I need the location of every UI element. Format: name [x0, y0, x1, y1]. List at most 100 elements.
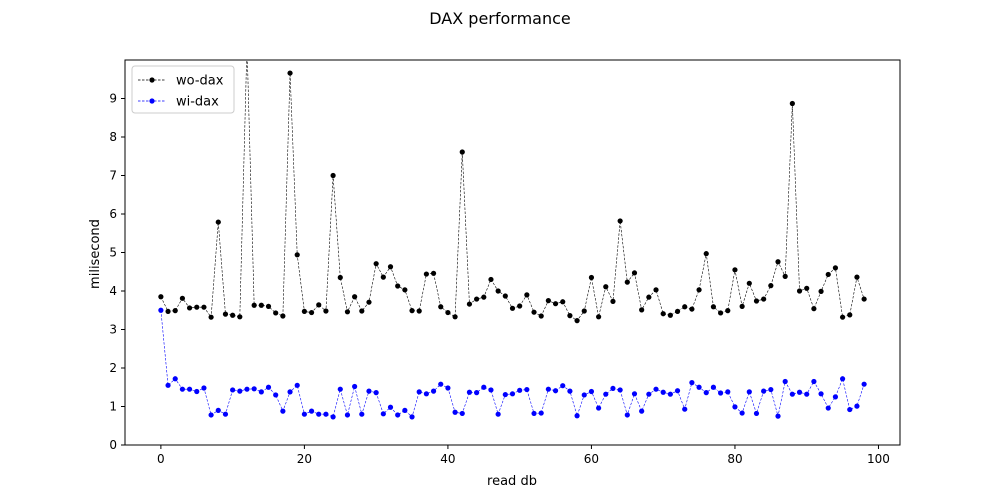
data-point-wi-dax: [847, 406, 853, 413]
data-point-wi-dax: [438, 381, 444, 387]
data-point-wo-dax: [273, 310, 279, 316]
y-tick-label: 0: [109, 438, 117, 452]
data-point-wo-dax: [237, 314, 243, 320]
data-point-wo-dax: [201, 304, 207, 310]
data-point-wo-dax: [581, 308, 587, 314]
data-point-wi-dax: [552, 388, 559, 394]
data-point-wo-dax: [552, 301, 559, 307]
data-point-wo-dax: [753, 298, 760, 304]
data-point-wo-dax: [603, 284, 609, 290]
data-point-wi-dax: [753, 410, 760, 417]
data-point-wo-dax: [653, 287, 659, 293]
data-point-wi-dax: [337, 386, 343, 392]
data-point-wi-dax: [352, 383, 358, 390]
data-point-wo-dax: [280, 313, 286, 319]
plot-area: 0 20 40 60 80 100 0 1 2 3 4 5 6 7 8 9: [109, 42, 901, 466]
data-point-wi-dax: [459, 410, 465, 417]
y-tick-label: 2: [109, 361, 117, 375]
data-point-wi-dax: [796, 389, 803, 395]
data-point-wi-dax: [517, 387, 523, 393]
data-point-wo-dax: [646, 294, 652, 300]
y-tick-label: 1: [109, 400, 117, 414]
data-point-wi-dax: [588, 388, 595, 395]
data-point-wo-dax: [796, 288, 803, 294]
data-point-wi-dax: [287, 389, 293, 395]
legend-label-wi-dax: wi-dax: [176, 95, 219, 110]
data-point-wo-dax: [804, 285, 810, 291]
data-point-wi-dax: [416, 389, 422, 395]
data-point-wi-dax: [380, 411, 386, 417]
data-point-wo-dax: [703, 251, 709, 257]
data-point-wo-dax: [452, 314, 458, 320]
data-point-wi-dax: [811, 378, 817, 385]
data-point-wo-dax: [409, 308, 415, 314]
data-point-wo-dax: [682, 304, 688, 310]
data-point-wo-dax: [222, 311, 229, 317]
data-point-wo-dax: [208, 314, 214, 320]
data-point-wi-dax: [531, 410, 537, 417]
data-point-wi-dax: [258, 389, 264, 395]
data-point-wi-dax: [631, 391, 638, 397]
data-point-wo-dax: [624, 279, 630, 285]
data-point-wi-dax: [725, 389, 731, 395]
series-wi-dax: [158, 307, 867, 420]
data-point-wo-dax: [588, 274, 595, 281]
data-point-wi-dax: [452, 409, 458, 415]
data-point-wo-dax: [258, 302, 264, 308]
data-point-wo-dax: [674, 308, 681, 315]
data-point-wo-dax: [265, 303, 272, 309]
data-point-wo-dax: [832, 265, 839, 271]
data-point-wi-dax: [832, 394, 839, 400]
data-point-wo-dax: [251, 302, 257, 308]
data-point-wo-dax: [244, 42, 249, 47]
data-point-wo-dax: [596, 314, 602, 320]
data-point-wo-dax: [165, 308, 171, 315]
y-tick-label: 8: [109, 130, 117, 144]
data-point-wi-dax: [610, 385, 616, 392]
data-point-wo-dax: [667, 312, 673, 318]
data-point-wi-dax: [308, 408, 315, 414]
data-point-wo-dax: [739, 303, 745, 309]
data-point-wi-dax: [596, 405, 602, 411]
data-point-wo-dax: [725, 308, 731, 314]
data-point-wo-dax: [574, 318, 580, 324]
data-point-wo-dax: [839, 314, 846, 320]
data-point-wi-dax: [603, 391, 609, 397]
data-point-wi-dax: [466, 389, 473, 395]
data-point-wo-dax: [359, 308, 365, 314]
legend-marker-wo-dax: [149, 77, 155, 83]
data-point-wi-dax: [703, 390, 709, 396]
data-point-wi-dax: [861, 381, 867, 387]
data-point-wo-dax: [545, 298, 551, 304]
data-point-wi-dax: [674, 388, 681, 394]
data-point-wi-dax: [359, 411, 365, 417]
series-line-wo-dax: [160, 60, 865, 322]
data-point-wi-dax: [186, 386, 193, 392]
data-point-wo-dax: [524, 292, 530, 298]
data-point-wi-dax: [502, 391, 508, 398]
data-point-wo-dax: [438, 304, 444, 310]
data-point-wo-dax: [660, 311, 666, 317]
data-point-wo-dax: [402, 287, 408, 293]
data-point-wo-dax: [710, 304, 717, 310]
data-point-wo-dax: [847, 312, 853, 318]
data-point-wi-dax: [215, 407, 221, 413]
data-point-wo-dax: [761, 296, 767, 302]
data-point-wo-dax: [337, 274, 343, 281]
x-tick-label: 60: [584, 452, 599, 466]
data-point-wi-dax: [624, 412, 630, 418]
data-point-wo-dax: [215, 219, 221, 225]
data-point-wi-dax: [639, 408, 645, 414]
data-point-wo-dax: [301, 308, 307, 315]
data-point-wo-dax: [474, 296, 480, 302]
y-tick-label: 3: [109, 323, 117, 337]
data-point-wi-dax: [230, 387, 236, 393]
data-point-wo-dax: [538, 313, 544, 319]
data-point-wo-dax: [287, 70, 293, 76]
data-point-wi-dax: [818, 391, 824, 397]
data-point-wi-dax: [646, 391, 652, 397]
data-point-wi-dax: [366, 388, 372, 394]
data-point-wo-dax: [380, 274, 386, 280]
data-point-wi-dax: [581, 392, 587, 398]
